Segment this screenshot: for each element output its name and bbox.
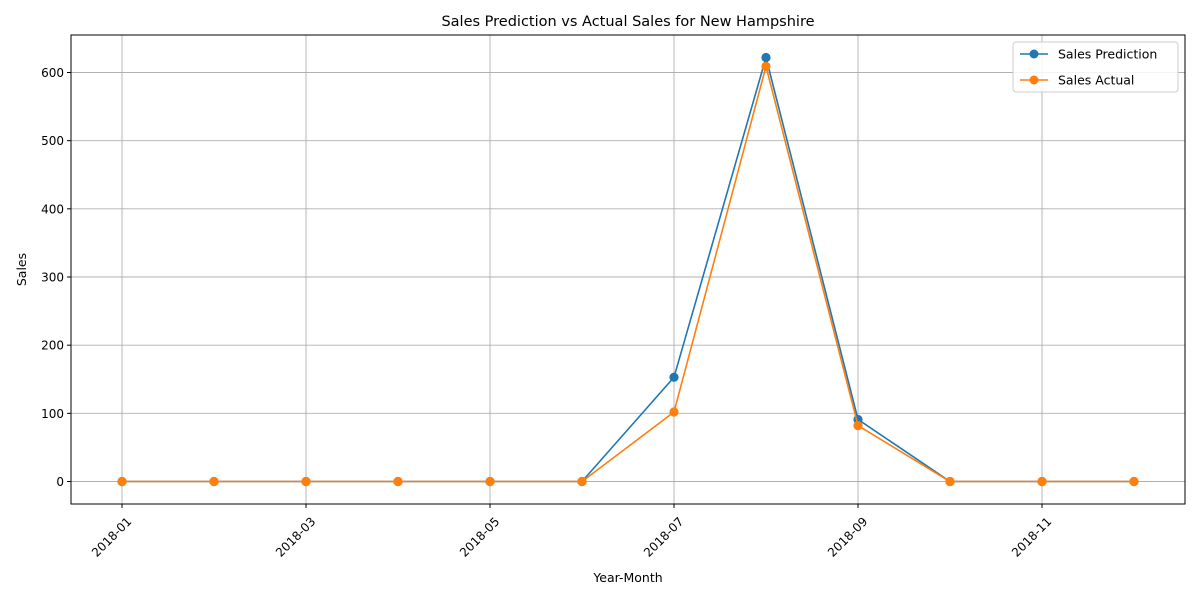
data-point-actual (1129, 476, 1139, 487)
y-tick-label: 600 (41, 66, 64, 80)
data-point-actual (945, 476, 955, 487)
y-tick-label: 0 (56, 475, 64, 489)
data-point-actual (209, 476, 219, 487)
series-line-actual (122, 65, 1134, 483)
y-tick-label: 400 (41, 202, 64, 216)
data-point-actual (1037, 476, 1047, 487)
data-point-actual (761, 61, 771, 71)
legend-box (1012, 41, 1179, 93)
data-point-prediction (669, 372, 679, 382)
data-point-actual (301, 476, 311, 487)
legend-marker-prediction (1029, 49, 1039, 59)
plot-frame (70, 34, 1186, 505)
data-point-actual (669, 407, 679, 417)
y-tick-label: 300 (41, 270, 64, 284)
legend-label-prediction: Sales Prediction (1058, 47, 1157, 62)
data-point-actual (393, 476, 403, 487)
legend-marker-actual (1029, 75, 1039, 85)
data-point-actual (577, 476, 587, 487)
y-tick-label: 500 (41, 134, 64, 148)
series-layer (117, 52, 1139, 487)
chart-title: Sales Prediction vs Actual Sales for New… (441, 14, 814, 30)
y-tick-label: 200 (41, 339, 64, 353)
data-point-actual (485, 476, 495, 487)
data-point-prediction (761, 52, 771, 63)
y-tick-label: 100 (41, 407, 64, 421)
data-point-actual (117, 476, 127, 487)
legend-label-actual: Sales Actual (1058, 73, 1134, 88)
y-axis-label: Sales (14, 253, 29, 286)
data-point-actual (853, 421, 863, 431)
legend: Sales Prediction Sales Actual (1012, 41, 1179, 93)
x-axis-label: Year-Month (592, 570, 662, 585)
